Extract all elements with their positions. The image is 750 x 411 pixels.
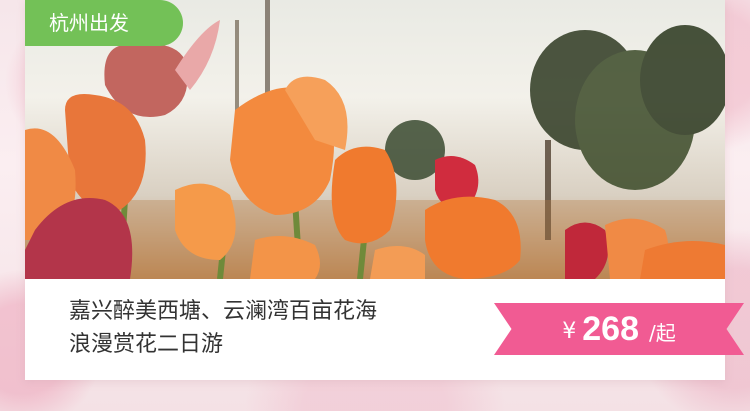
product-card[interactable]: 嘉兴醉美西塘、云澜湾百亩花海 浪漫赏花二日游: [25, 0, 725, 380]
title-line-1: 嘉兴醉美西塘、云澜湾百亩花海: [69, 299, 378, 324]
title-line-2: 浪漫赏花二日游: [69, 332, 224, 357]
price-amount: 268: [582, 309, 639, 348]
price-unit: /起: [648, 320, 676, 345]
currency-symbol: ¥: [562, 318, 577, 344]
tulip-photo: [25, 0, 725, 279]
product-title[interactable]: 嘉兴醉美西塘、云澜湾百亩花海 浪漫赏花二日游: [69, 295, 489, 361]
departure-badge: 杭州出发: [25, 0, 183, 46]
price-ribbon: ¥ 268 /起: [494, 303, 744, 355]
